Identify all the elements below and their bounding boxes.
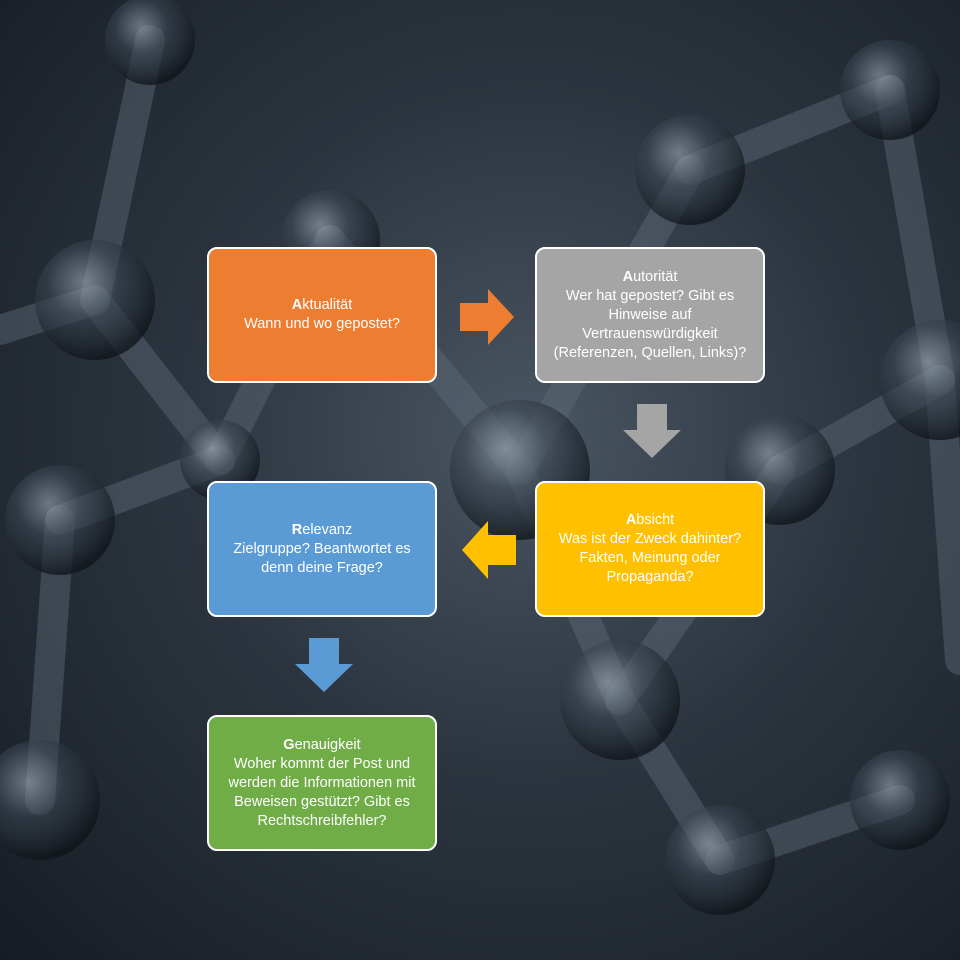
relevanz-title: Relevanz <box>291 521 353 538</box>
arrow-down-gray <box>623 404 681 458</box>
arrow-left-yellow <box>462 521 516 579</box>
relevanz-box: Relevanz Zielgruppe? Beantwortet es denn… <box>207 481 437 617</box>
genauigkeit-text: Woher kommt der Post und werden die Info… <box>228 755 416 829</box>
autoritaet-box: Autorität Wer hat gepostet? Gibt es Hinw… <box>535 247 765 383</box>
aktualitaet-title: Aktualität <box>291 297 353 313</box>
genauigkeit-title: Genauigkeit <box>283 736 361 753</box>
autoritaet-text: Wer hat gepostet? Gibt es Hinweise auf V… <box>553 287 747 361</box>
arrow-down-blue <box>295 638 353 692</box>
genauigkeit-box: Genauigkeit Woher kommt der Post und wer… <box>207 715 437 851</box>
aktualitaet-text: Wann und wo gepostet? <box>244 316 400 332</box>
autoritaet-title: Autorität <box>622 268 678 285</box>
absicht-title: Absicht <box>625 512 675 528</box>
relevanz-text: Zielgruppe? Beantwortet es denn deine Fr… <box>233 540 411 576</box>
aktualitaet-box: Aktualität Wann und wo gepostet? <box>207 247 437 383</box>
arrow-right-orange <box>460 289 514 345</box>
absicht-box: Absicht Was ist der Zweck dahinter? Fakt… <box>535 481 765 617</box>
absicht-text: Was ist der Zweck dahinter? Fakten, Mein… <box>558 531 742 585</box>
